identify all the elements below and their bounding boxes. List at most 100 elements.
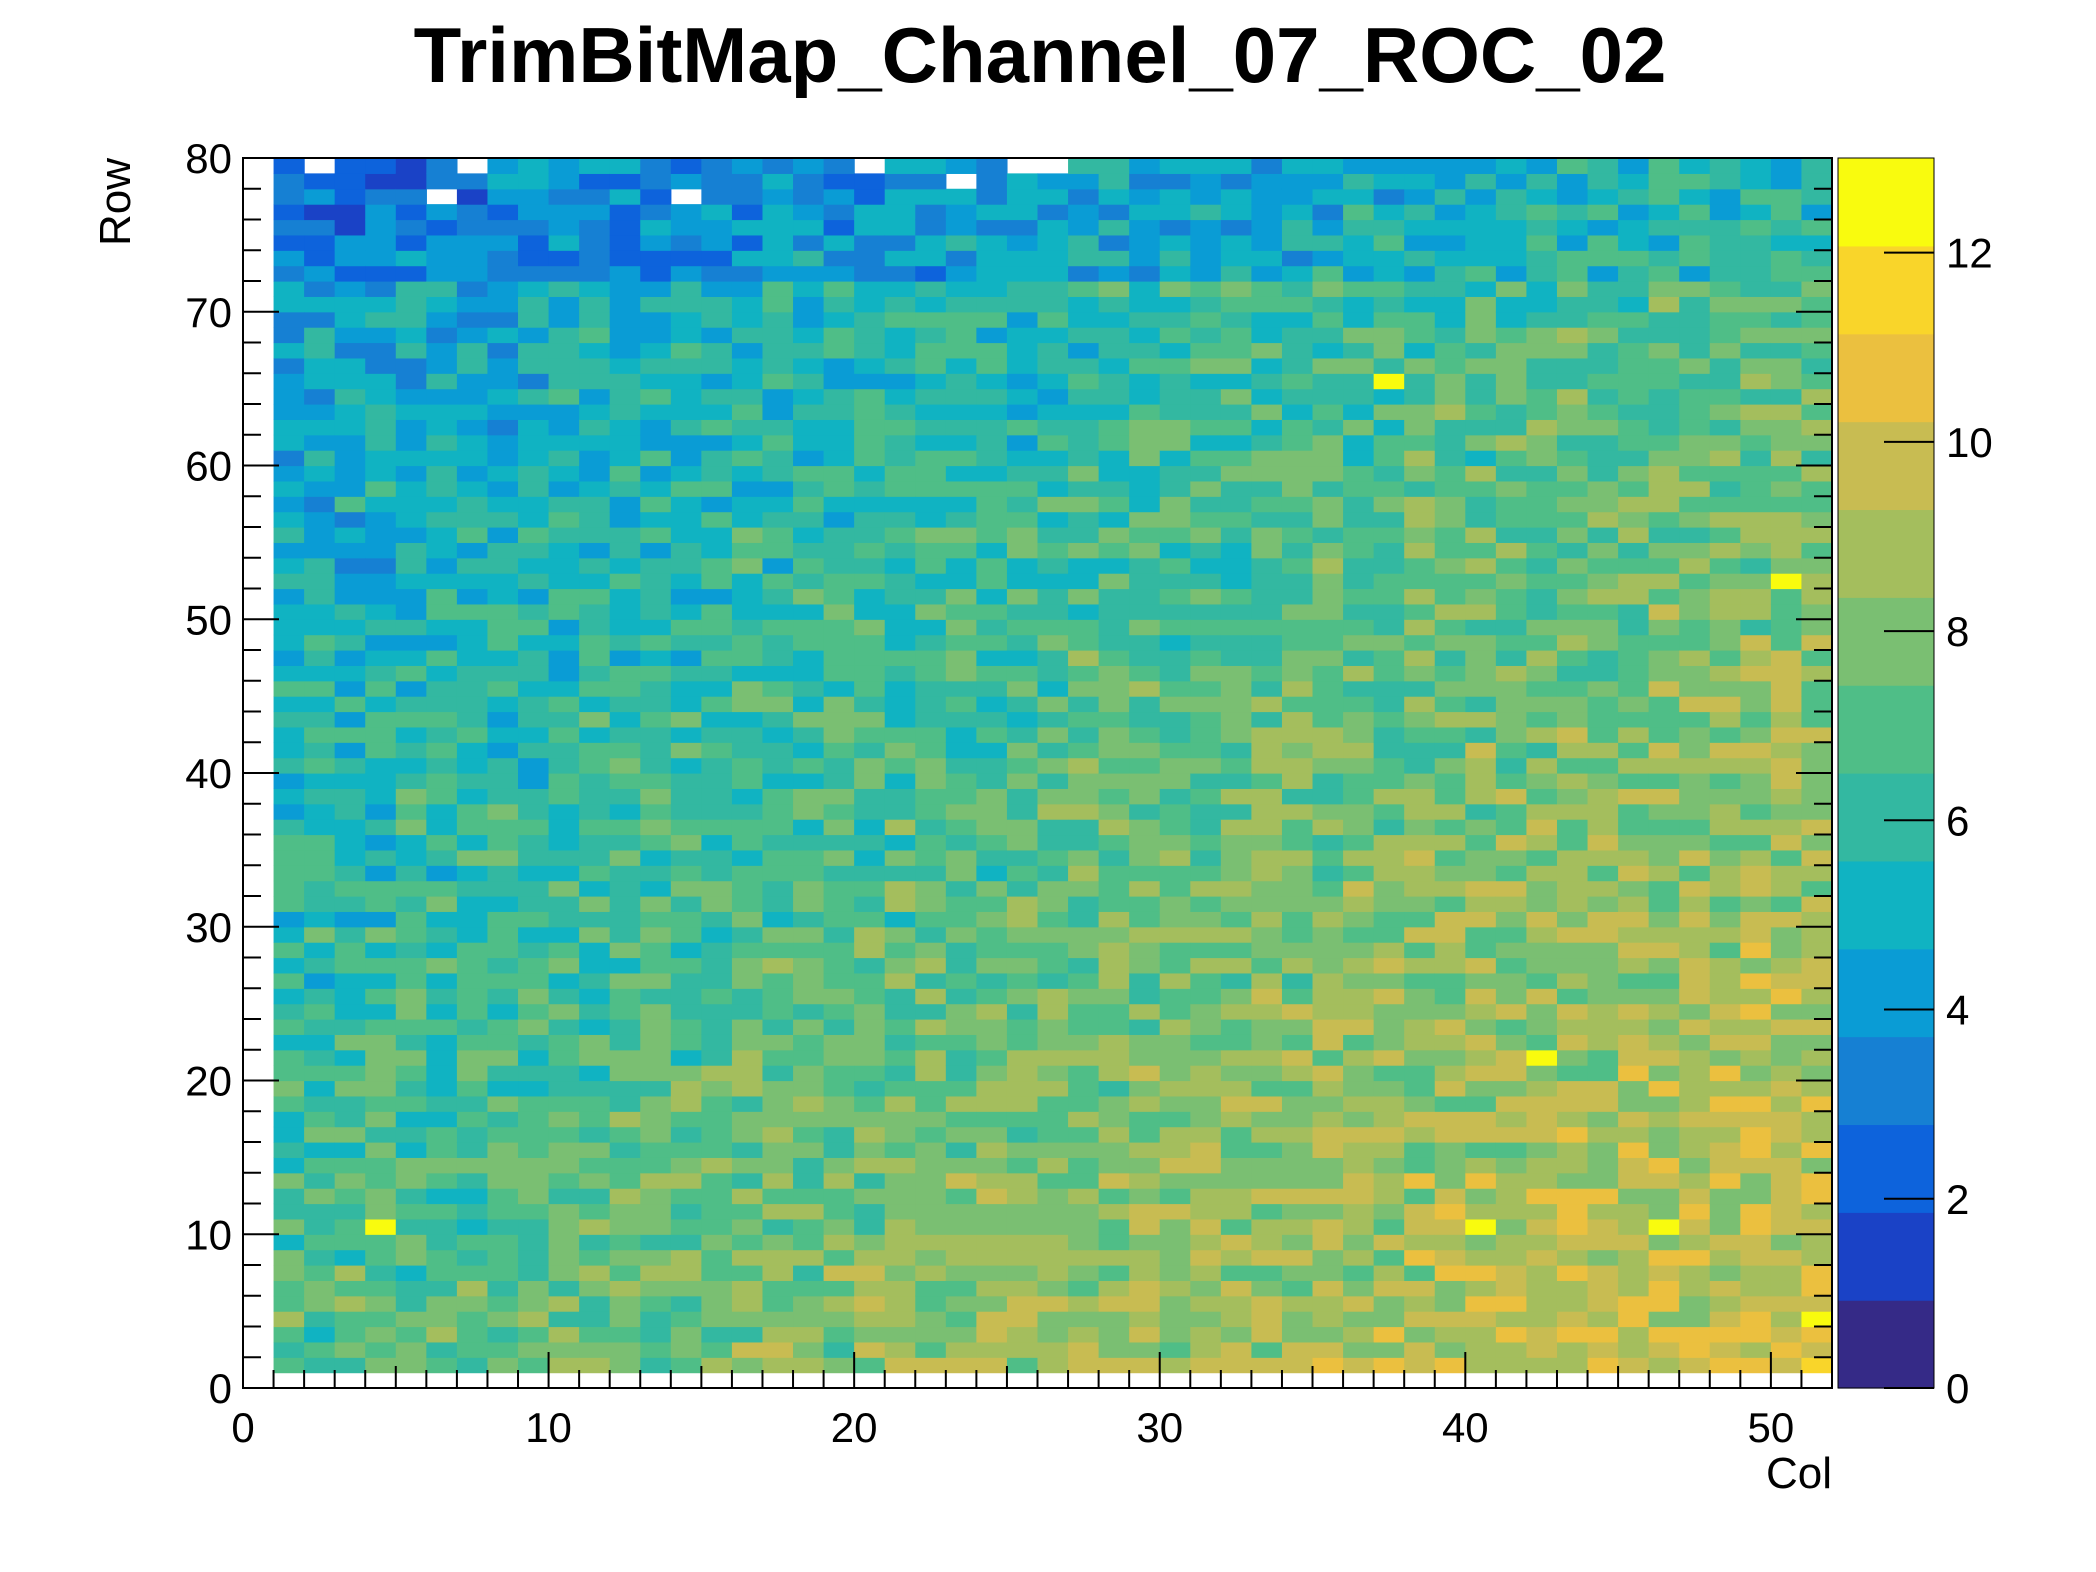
heatmap-cell [823, 1326, 855, 1343]
heatmap-cell [1770, 1003, 1803, 1020]
heatmap-cell [1740, 650, 1772, 666]
heatmap-cell [579, 588, 611, 605]
heatmap-cell [1373, 404, 1405, 420]
heatmap-cell [1098, 373, 1130, 390]
heatmap-cell [456, 1357, 489, 1374]
heatmap-cell [854, 788, 886, 805]
heatmap-cell [1312, 603, 1344, 620]
heatmap-cell [1495, 573, 1528, 590]
heatmap-cell [731, 357, 764, 374]
heatmap-cell [1220, 1265, 1253, 1281]
heatmap-cell [548, 1095, 580, 1112]
heatmap-cell [1037, 1341, 1069, 1358]
heatmap-cell [884, 1019, 916, 1035]
heatmap-cell [1618, 1265, 1650, 1281]
heatmap-cell [1251, 296, 1283, 313]
heatmap-cell [1220, 1249, 1253, 1266]
heatmap-cell [1312, 1357, 1344, 1374]
heatmap-cell [1556, 265, 1589, 282]
heatmap-cell [1556, 957, 1589, 974]
heatmap-cell [670, 711, 702, 728]
heatmap-cell [1129, 342, 1161, 359]
heatmap-cell [1526, 1326, 1558, 1343]
heatmap-cell [701, 1203, 733, 1220]
heatmap-cell [1801, 634, 1833, 651]
heatmap-cell [731, 1111, 764, 1128]
heatmap-cell [395, 926, 427, 943]
heatmap-cell [1343, 1203, 1375, 1220]
heatmap-cell [1006, 296, 1039, 313]
heatmap-cell [1556, 204, 1589, 221]
heatmap-cell [1343, 588, 1375, 605]
heatmap-cell [1343, 834, 1375, 851]
heatmap-cell [1068, 1003, 1100, 1020]
heatmap-cell [1648, 1234, 1680, 1251]
heatmap-cell [334, 711, 366, 728]
heatmap-cell [273, 557, 305, 574]
heatmap-cell [1220, 726, 1253, 743]
heatmap-cell [1373, 773, 1405, 789]
heatmap-cell [701, 1019, 733, 1035]
heatmap-cell [884, 404, 916, 420]
heatmap-cell [1373, 911, 1405, 928]
heatmap-cell [1281, 1019, 1314, 1035]
heatmap-cell [1068, 1080, 1100, 1097]
heatmap-cell [1587, 1095, 1619, 1112]
heatmap-cell [1159, 1065, 1191, 1082]
heatmap-cell [304, 926, 336, 943]
heatmap-cell [1770, 1157, 1803, 1174]
heatmap-cell [945, 1019, 977, 1035]
heatmap-cell [1679, 942, 1711, 959]
heatmap-cell [365, 1126, 397, 1143]
heatmap-cell [1159, 1295, 1191, 1312]
heatmap-cell [1618, 204, 1650, 221]
heatmap-cell [1434, 480, 1466, 497]
heatmap-cell [426, 1357, 458, 1374]
heatmap-cell [976, 742, 1008, 759]
heatmap-cell [395, 711, 427, 728]
heatmap-cell [1129, 1003, 1161, 1020]
heatmap-cell [426, 634, 458, 651]
heatmap-cell [854, 296, 886, 313]
heatmap-cell [701, 819, 733, 836]
heatmap-cell [579, 988, 611, 1005]
heatmap-cell [1373, 357, 1405, 374]
heatmap-cell [823, 496, 855, 513]
heatmap-cell [1404, 357, 1436, 374]
heatmap-cell [1434, 1357, 1466, 1374]
heatmap-cell [1312, 1142, 1344, 1158]
heatmap-cell [701, 896, 733, 912]
heatmap-cell [915, 1142, 947, 1158]
heatmap-cell [1220, 158, 1253, 174]
heatmap-cell [1190, 204, 1222, 221]
heatmap-cell [273, 1218, 305, 1235]
y-tick-label: 60 [185, 443, 232, 490]
heatmap-cell [976, 880, 1008, 897]
heatmap-cell [1404, 1065, 1436, 1082]
heatmap-cell [1526, 1172, 1558, 1189]
heatmap-cell [854, 342, 886, 359]
heatmap-cell [1220, 1234, 1253, 1251]
heatmap-cell [1709, 327, 1741, 344]
heatmap-cell [1709, 496, 1741, 513]
heatmap-cell [273, 926, 305, 943]
heatmap-cell [793, 1265, 825, 1281]
heatmap-cell [1281, 819, 1314, 836]
heatmap-cell [518, 573, 550, 590]
heatmap-cell [1587, 773, 1619, 789]
heatmap-cell [334, 803, 366, 820]
heatmap-cell [609, 1080, 641, 1097]
heatmap-cell [395, 250, 427, 267]
heatmap-cell [1068, 373, 1100, 390]
heatmap-cell [884, 327, 916, 344]
heatmap-cell [945, 450, 977, 467]
heatmap-cell [1098, 1019, 1130, 1035]
heatmap-cell [273, 250, 305, 267]
heatmap-cell [365, 957, 397, 974]
heatmap-cell [670, 357, 702, 374]
heatmap-cell [945, 588, 977, 605]
heatmap-cell [915, 1157, 947, 1174]
heatmap-cell [823, 1234, 855, 1251]
heatmap-cell [579, 1311, 611, 1328]
heatmap-cell [823, 1357, 855, 1374]
